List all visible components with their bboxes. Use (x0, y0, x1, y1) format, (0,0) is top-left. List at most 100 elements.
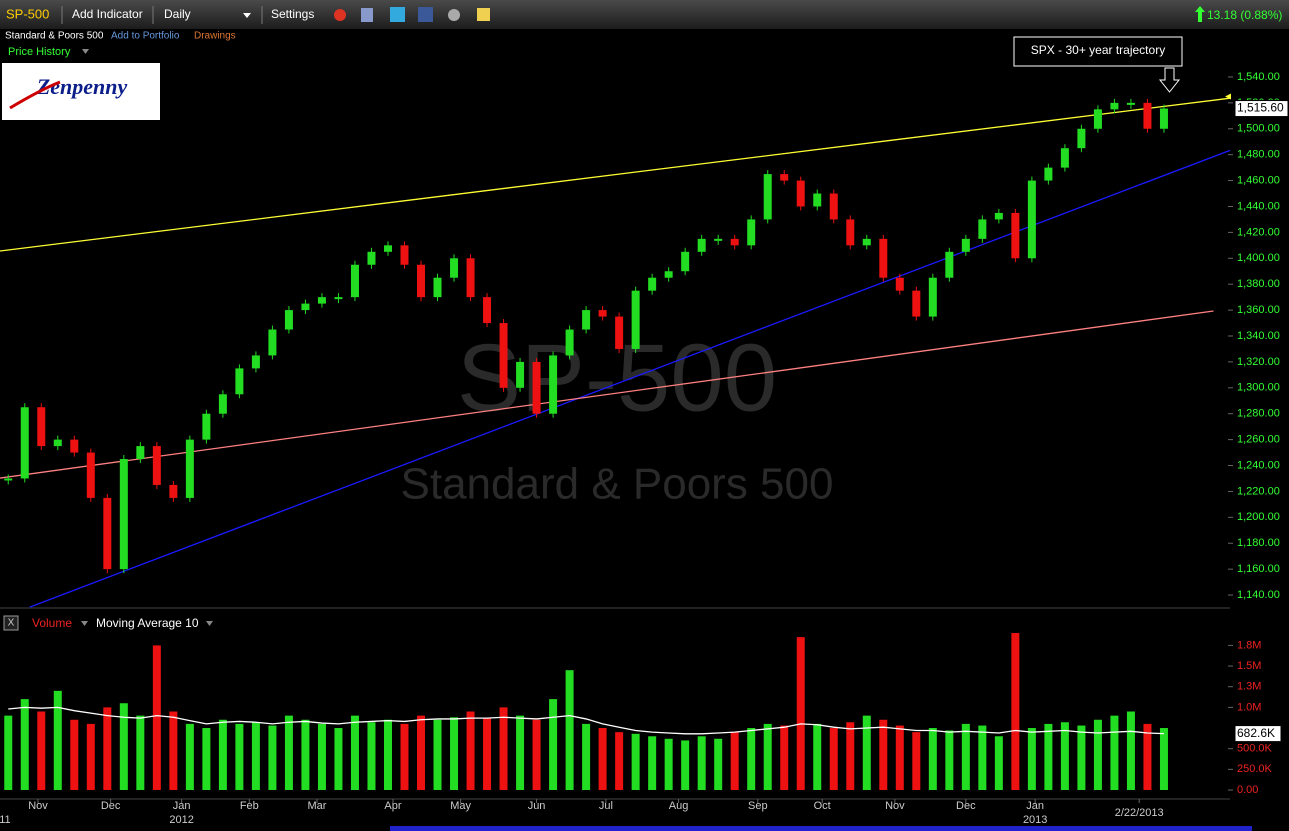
trend-line (0, 310, 1214, 479)
x-tick-label: May (450, 800, 471, 812)
interval[interactable]: Daily (164, 7, 191, 21)
settings[interactable]: Settings (271, 7, 314, 21)
volume-bar (1143, 723, 1152, 790)
x-tick-label: Aug (669, 800, 689, 812)
dropdown-arrow[interactable] (206, 621, 213, 626)
candle (895, 277, 904, 291)
volume-bar (1077, 725, 1086, 790)
legend-ma: Moving Average 10 (96, 616, 199, 630)
volume-bar (1159, 728, 1168, 790)
volume-bar (185, 723, 194, 790)
x-tick-label: Sep (748, 800, 768, 812)
note-icon[interactable] (477, 8, 490, 21)
add-to-portfolio[interactable]: Add to Portfolio (111, 31, 180, 42)
candle (994, 212, 1003, 220)
volume-bar (202, 728, 211, 790)
dropdown-arrow[interactable] (243, 13, 251, 18)
candle (714, 238, 723, 241)
camera-icon[interactable] (448, 9, 460, 21)
alarm-icon[interactable] (334, 9, 346, 21)
candle (681, 251, 690, 272)
y-tick-label: 1,360.00 (1237, 304, 1280, 316)
change: 13.18 (0.88%) (1207, 8, 1282, 22)
pages-icon[interactable] (361, 8, 373, 22)
candle (383, 245, 392, 252)
y-tick-label: 1,240.00 (1237, 459, 1280, 471)
volume-bar (499, 707, 508, 790)
y-tick-label: 1,260.00 (1237, 434, 1280, 446)
x-tick-label: Nov (28, 800, 48, 812)
x-tick-label: Dec (101, 800, 121, 812)
candle (1027, 180, 1036, 259)
volume-bar (582, 723, 591, 790)
candle (53, 439, 62, 447)
moving-average (8, 706, 1164, 735)
volume-bar (516, 715, 525, 790)
annotation: SPX - 30+ year trajectory (1031, 43, 1165, 57)
volume-bar (565, 670, 574, 790)
candle (961, 238, 970, 252)
candle (301, 303, 310, 311)
candle (697, 238, 706, 252)
x-year-label: 11 (0, 814, 11, 826)
volume-bar (747, 728, 756, 790)
volume-bar (664, 738, 673, 790)
candle (86, 452, 95, 498)
candle (747, 219, 756, 246)
volume-bar (994, 736, 1003, 790)
volume-bar (763, 723, 772, 790)
volume-bar (961, 723, 970, 790)
volume-bar (846, 722, 855, 790)
candle (317, 297, 326, 304)
candle (862, 238, 871, 246)
candle (4, 478, 13, 481)
ma-label-box (1234, 725, 1282, 743)
candle (582, 310, 591, 330)
trend-line (0, 97, 1231, 252)
candle (235, 368, 244, 395)
scrollbar[interactable] (390, 826, 1252, 831)
twitter-icon[interactable] (390, 7, 405, 22)
candle (1093, 109, 1102, 129)
y-tick-label: 1,540.00 (1237, 71, 1280, 83)
candle (350, 264, 359, 298)
candle (218, 394, 227, 414)
y-tick-label: 1,320.00 (1237, 356, 1280, 368)
volume-bar (912, 732, 921, 790)
add-indicator[interactable]: Add Indicator (72, 7, 143, 21)
facebook-icon[interactable] (418, 7, 433, 22)
volume-bar (268, 725, 277, 790)
x-tick-label: Mar (308, 800, 327, 812)
candle (516, 361, 525, 388)
candle (598, 310, 607, 317)
candle (829, 193, 838, 220)
toolbar (0, 0, 1289, 29)
drawings[interactable]: Drawings (194, 31, 236, 42)
x-tick-label: Jan (1026, 800, 1044, 812)
close-button[interactable] (3, 615, 19, 631)
y-tick-label: 1.0M (1237, 701, 1261, 713)
volume-bar (37, 711, 46, 790)
volume-bar (20, 699, 29, 790)
candle (103, 497, 112, 570)
candle (37, 407, 46, 447)
dropdown-arrow[interactable] (82, 49, 89, 54)
volume-bar (136, 715, 145, 790)
volume-bar (1011, 633, 1020, 790)
volume-bar (301, 719, 310, 790)
volume-bar (334, 728, 343, 790)
legend-volume: Volume (32, 616, 72, 630)
volume-bar (1093, 719, 1102, 790)
volume-bar (152, 645, 161, 790)
candle (565, 329, 574, 356)
panel-title[interactable]: Price History (8, 46, 71, 58)
candle (268, 329, 277, 356)
candle (1143, 102, 1152, 129)
dropdown-arrow[interactable] (81, 621, 88, 626)
close-label[interactable]: X (8, 618, 15, 629)
symbol[interactable]: SP-500 (6, 6, 49, 21)
volume-bar (681, 740, 690, 790)
volume-bar (119, 703, 128, 790)
candle (1110, 102, 1119, 110)
